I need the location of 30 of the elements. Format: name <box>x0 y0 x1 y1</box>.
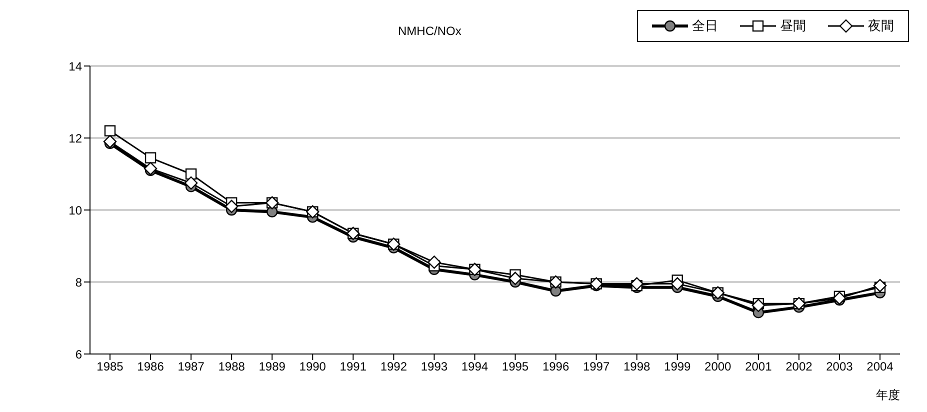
x-tick-label: 1990 <box>299 360 326 374</box>
x-tick-label: 1987 <box>178 360 205 374</box>
y-tick-label: 8 <box>75 275 82 290</box>
y-tick-label: 12 <box>68 131 82 146</box>
x-tick-label: 1985 <box>96 360 124 374</box>
x-tick-label: 1995 <box>502 360 529 374</box>
x-tick-label: 1988 <box>218 360 246 374</box>
y-tick-label: 6 <box>75 347 82 362</box>
x-tick-label: 1996 <box>542 360 570 374</box>
x-tick-label: 1994 <box>461 360 488 374</box>
x-axis-title: 年度 <box>876 388 900 402</box>
x-tick-label: 2003 <box>826 360 854 374</box>
y-tick-label: 14 <box>68 59 82 74</box>
x-tick-label: 2002 <box>786 360 813 374</box>
x-tick-label: 1992 <box>380 360 408 374</box>
x-tick-label: 2000 <box>704 360 732 374</box>
legend-label: 昼間 <box>779 17 806 35</box>
x-tick-label: 1993 <box>420 360 448 374</box>
x-tick-label: 1986 <box>137 360 164 374</box>
x-tick-label: 1991 <box>340 360 367 374</box>
x-tick-label: 1999 <box>664 360 692 374</box>
legend-label: 夜間 <box>867 17 894 35</box>
x-tick-label: 1997 <box>582 360 610 374</box>
x-tick-label: 1998 <box>623 360 651 374</box>
y-tick-label: 10 <box>68 203 82 218</box>
x-tick-label: 2001 <box>745 360 772 374</box>
x-tick-label: 2004 <box>866 360 894 374</box>
x-tick-label: 1989 <box>258 360 286 374</box>
chart-title: NMHC/NOx <box>398 24 462 38</box>
legend-label: 全日 <box>691 17 718 35</box>
